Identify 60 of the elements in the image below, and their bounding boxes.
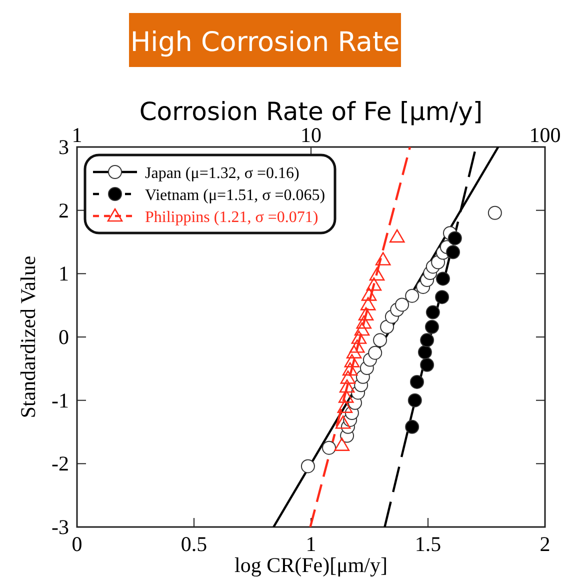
- y-tick-label: -1: [52, 388, 69, 412]
- y-tick-label: 3: [58, 135, 69, 159]
- point: [360, 297, 376, 310]
- point: [426, 305, 440, 320]
- point: [408, 393, 422, 408]
- point: [418, 345, 432, 360]
- point: [436, 272, 450, 286]
- point: [361, 288, 377, 301]
- x-tick-label: 0.5: [180, 532, 208, 556]
- point: [340, 370, 356, 384]
- point: [338, 390, 354, 403]
- point: [300, 459, 315, 474]
- point: [339, 379, 355, 393]
- point: [349, 339, 365, 353]
- point: [380, 320, 394, 334]
- point: [344, 354, 360, 368]
- point: [346, 345, 362, 358]
- point: [335, 415, 351, 429]
- point: [420, 358, 434, 372]
- point: [356, 315, 372, 329]
- point: [405, 420, 420, 434]
- y-tick-label: -3: [52, 515, 69, 539]
- point: [375, 252, 391, 266]
- y-tick-label: 0: [58, 325, 69, 349]
- point: [337, 400, 353, 413]
- point: [410, 374, 424, 389]
- point: [369, 267, 385, 281]
- legend-label: Philippins (1.21, σ =0.071): [145, 209, 318, 226]
- point: [373, 333, 388, 348]
- x2-tick-label: 100: [529, 123, 561, 147]
- x-axis-title: log CR(Fe)[μm/y]: [234, 553, 388, 577]
- y-tick-label: 2: [58, 198, 69, 222]
- x-tick-label: 1.5: [414, 532, 442, 556]
- point: [351, 330, 367, 344]
- point: [424, 320, 439, 334]
- y-axis-title: Standardized Value: [16, 256, 40, 418]
- point: [342, 362, 358, 376]
- y-tick-label: 1: [58, 262, 69, 286]
- point: [405, 288, 420, 303]
- y-tick-label: -2: [52, 452, 69, 476]
- point: [389, 229, 405, 243]
- point: [368, 346, 382, 360]
- point: [366, 277, 382, 291]
- point: [354, 322, 370, 336]
- point: [448, 231, 462, 246]
- point: [395, 298, 410, 312]
- x2-tick-label: 10: [300, 123, 322, 147]
- point: [334, 438, 350, 451]
- x-tick-label: 1: [306, 532, 316, 556]
- point: [358, 307, 374, 320]
- legend-label: Vietnam (μ=1.51, σ =0.065): [145, 187, 326, 204]
- point: [322, 440, 336, 455]
- x2-axis-title: Corrosion Rate of Fe [μm/y]: [139, 97, 483, 126]
- x-tick-label: 2: [540, 532, 550, 556]
- point: [446, 245, 460, 260]
- point: [420, 333, 434, 348]
- legend-label: Japan (μ=1.32, σ =0.16): [145, 165, 300, 182]
- point: [435, 290, 450, 304]
- chart-title: High Corrosion Rate: [130, 27, 400, 58]
- point: [488, 206, 502, 220]
